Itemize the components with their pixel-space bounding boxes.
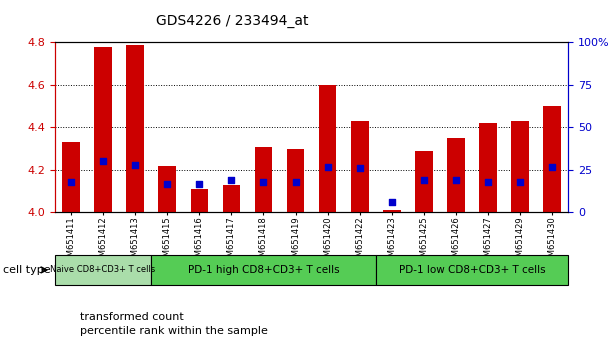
Text: transformed count: transformed count [80, 312, 184, 322]
Point [258, 179, 268, 185]
Bar [511, 121, 529, 212]
Point [515, 179, 525, 185]
Bar [191, 189, 208, 212]
Bar [222, 185, 240, 212]
Text: percentile rank within the sample: percentile rank within the sample [80, 326, 268, 336]
Point [227, 177, 236, 183]
Point [291, 179, 301, 185]
Bar [383, 210, 401, 212]
Point [130, 162, 140, 168]
Bar [255, 147, 273, 212]
Point [98, 159, 108, 164]
Bar [55, 255, 152, 285]
Text: GDS4226 / 233494_at: GDS4226 / 233494_at [156, 14, 309, 28]
Bar [62, 142, 80, 212]
Point [387, 199, 397, 205]
Point [323, 164, 332, 169]
Point [194, 181, 204, 186]
Bar [152, 255, 376, 285]
Text: cell type: cell type [3, 265, 51, 275]
Bar [479, 123, 497, 212]
Text: Naive CD8+CD3+ T cells: Naive CD8+CD3+ T cells [51, 266, 156, 274]
Point [163, 181, 172, 186]
Point [355, 165, 365, 171]
Bar [158, 166, 176, 212]
Bar [287, 149, 304, 212]
Point [483, 179, 493, 185]
Bar [543, 106, 561, 212]
Bar [319, 85, 337, 212]
Point [547, 164, 557, 169]
Point [451, 177, 461, 183]
Text: PD-1 low CD8+CD3+ T cells: PD-1 low CD8+CD3+ T cells [399, 265, 545, 275]
Text: PD-1 high CD8+CD3+ T cells: PD-1 high CD8+CD3+ T cells [188, 265, 339, 275]
Point [419, 177, 429, 183]
Bar [415, 151, 433, 212]
Bar [447, 138, 465, 212]
Bar [376, 255, 568, 285]
Bar [126, 45, 144, 212]
Bar [351, 121, 368, 212]
Point [66, 179, 76, 185]
Bar [94, 47, 112, 212]
